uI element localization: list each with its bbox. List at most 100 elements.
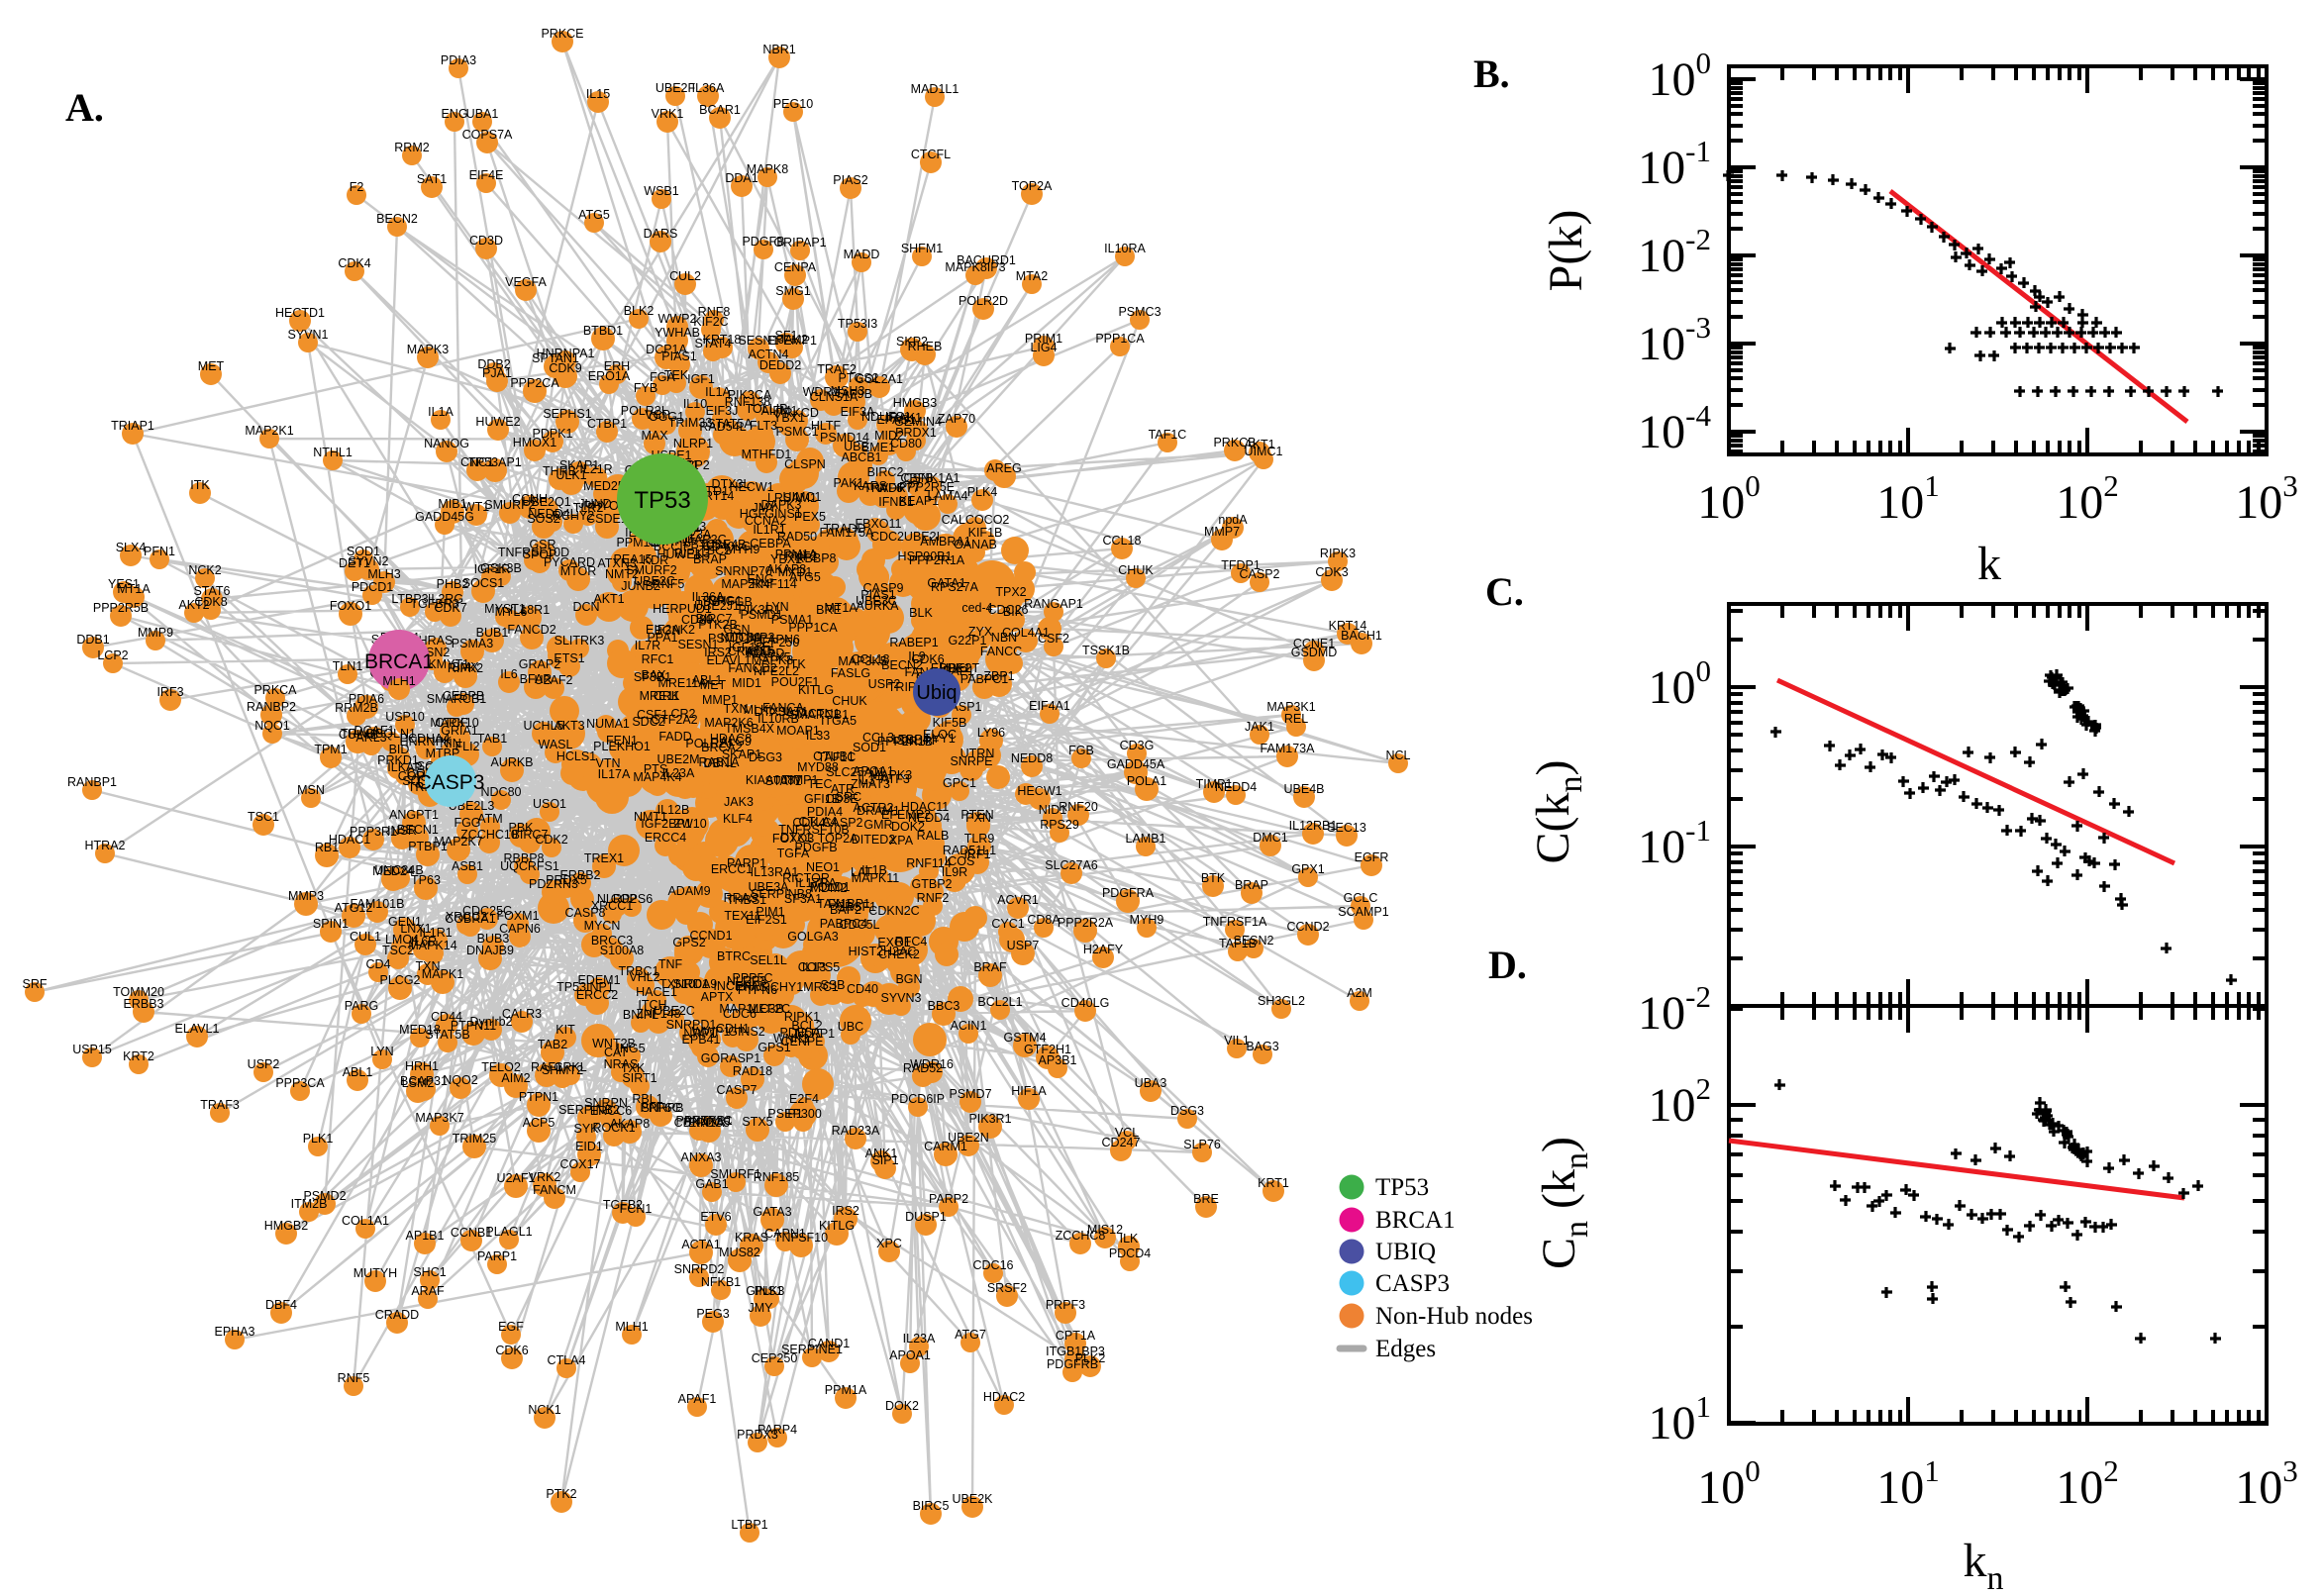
svg-text:TREX1: TREX1 [584,851,624,865]
svg-text:FADD: FADD [658,730,691,744]
svg-text:CASP8: CASP8 [565,906,606,920]
svg-text:CAPN1: CAPN1 [764,1227,806,1241]
svg-text:GPX1: GPX1 [1291,862,1324,876]
svg-text:NCL: NCL [1385,748,1410,762]
svg-text:SERPINB2: SERPINB2 [558,1103,620,1117]
svg-text:VRK1: VRK1 [652,107,684,121]
svg-text:BIRC7: BIRC7 [512,828,549,842]
svg-text:PPP2R1A: PPP2R1A [909,553,965,567]
svg-text:ITCH: ITCH [697,594,726,608]
svg-text:UBE2T: UBE2T [940,661,980,675]
svg-text:MAPK10: MAPK10 [430,716,478,730]
svg-text:UBE4B: UBE4B [706,538,747,551]
svg-text:CSNK1A1: CSNK1A1 [904,471,960,485]
svg-text:FAM101B: FAM101B [351,897,405,911]
svg-text:STAT5A: STAT5A [707,417,753,431]
svg-text:RNF5: RNF5 [653,577,685,591]
svg-text:MAP3K7: MAP3K7 [415,1111,463,1125]
svg-text:IL36A: IL36A [692,590,725,604]
svg-text:PTGS2: PTGS2 [839,371,879,385]
svg-text:PPM1A: PPM1A [775,548,818,561]
svg-text:CDC2: CDC2 [870,530,904,544]
svg-text:PRDX3: PRDX3 [737,1428,778,1442]
svg-text:RNF8: RNF8 [698,305,731,319]
svg-text:IRF3: IRF3 [156,685,183,699]
svg-text:RANGAP1: RANGAP1 [1024,597,1083,611]
svg-text:RRM2B: RRM2B [335,701,378,715]
svg-text:MMP1: MMP1 [702,693,738,707]
svg-text:RAF1: RAF1 [531,1060,562,1074]
svg-text:ARAF: ARAF [411,1284,445,1298]
svg-text:SHFM1: SHFM1 [901,242,943,255]
svg-text:MT1A: MT1A [824,601,858,615]
svg-text:TRIAP1: TRIAP1 [111,419,154,433]
svg-text:RAD50: RAD50 [777,530,817,544]
svg-text:USP2: USP2 [248,1057,280,1071]
svg-text:MLH1: MLH1 [382,674,415,688]
svg-text:IL13RA1: IL13RA1 [751,865,799,879]
svg-text:RPS29: RPS29 [1040,818,1079,832]
svg-text:VCL: VCL [1115,1126,1139,1140]
svg-text:LTBP3: LTBP3 [391,592,428,606]
svg-text:UBE3C: UBE3C [856,594,897,608]
svg-text:IL36A: IL36A [692,81,725,95]
svg-text:PARG: PARG [345,999,379,1013]
svg-text:BTRC: BTRC [717,949,751,963]
svg-text:RRAS: RRAS [724,891,758,905]
svg-text:CASP9: CASP9 [863,581,904,595]
svg-text:SF3A1: SF3A1 [784,892,822,906]
svg-text:H2AFY: H2AFY [1083,943,1124,956]
svg-text:TRAF3: TRAF3 [200,1098,240,1112]
svg-text:DCN: DCN [572,600,599,614]
svg-text:MAP2K6: MAP2K6 [704,716,753,730]
svg-text:HDAC2: HDAC2 [983,1390,1025,1404]
svg-text:ITK: ITK [786,657,806,671]
svg-text:GTF2H1: GTF2H1 [1024,1043,1071,1056]
svg-text:IL10: IL10 [683,397,707,411]
svg-text:AP1B1: AP1B1 [406,1229,445,1243]
svg-text:UIMC1: UIMC1 [783,490,822,504]
svg-text:MTA2: MTA2 [1016,269,1048,283]
svg-text:SLX4: SLX4 [116,541,147,554]
svg-text:UBE2J1: UBE2J1 [694,599,740,613]
svg-text:MRE11: MRE11 [640,689,680,703]
svg-text:SCAMP1: SCAMP1 [1338,905,1388,919]
svg-text:TP53: TP53 [634,487,690,514]
svg-text:MAPK3: MAPK3 [407,343,449,356]
svg-text:PLEKHO1: PLEKHO1 [593,740,651,753]
svg-text:CCL3: CCL3 [862,731,894,745]
svg-text:RNF2: RNF2 [785,549,818,563]
svg-text:RFC4: RFC4 [895,935,928,948]
svg-text:PPP1CA: PPP1CA [1095,332,1145,346]
svg-text:RHEB: RHEB [908,340,943,353]
svg-text:PTPN6: PTPN6 [738,983,777,997]
svg-text:SMURF2: SMURF2 [484,498,535,512]
svg-text:SIP1: SIP1 [871,1153,898,1167]
svg-text:BRCA2: BRCA2 [701,741,743,754]
svg-text:STAT1: STAT1 [764,774,801,788]
svg-text:NLRP1: NLRP1 [673,437,713,450]
svg-text:CTLA4: CTLA4 [548,1353,586,1367]
svg-text:ENG: ENG [441,107,467,121]
svg-text:MAD1L1: MAD1L1 [911,82,960,96]
svg-text:DSG3: DSG3 [1170,1104,1204,1118]
svg-text:RPS27A: RPS27A [931,580,979,594]
svg-text:AKAP8: AKAP8 [766,562,806,576]
svg-text:TEC: TEC [808,777,833,791]
svg-text:SRF: SRF [23,977,48,991]
svg-text:ITM2B: ITM2B [291,1197,328,1211]
svg-text:HUWE2: HUWE2 [475,415,520,429]
svg-text:EIF3J: EIF3J [706,404,739,418]
svg-text:RANBP2: RANBP2 [247,700,296,714]
svg-text:CDK4: CDK4 [338,256,370,270]
svg-text:SMG1: SMG1 [775,284,810,298]
svg-text:TNFRSF10B: TNFRSF10B [778,823,850,837]
svg-text:MLH1: MLH1 [615,1320,648,1334]
svg-text:SESN1: SESN1 [739,334,779,348]
svg-text:PSMC1: PSMC1 [775,425,818,439]
svg-text:BIRC7: BIRC7 [696,612,733,626]
svg-text:IL17A: IL17A [598,767,631,781]
svg-text:ZYX: ZYX [968,625,993,639]
svg-text:ATG7: ATG7 [955,1328,986,1342]
svg-text:ANXA3: ANXA3 [681,1150,722,1164]
